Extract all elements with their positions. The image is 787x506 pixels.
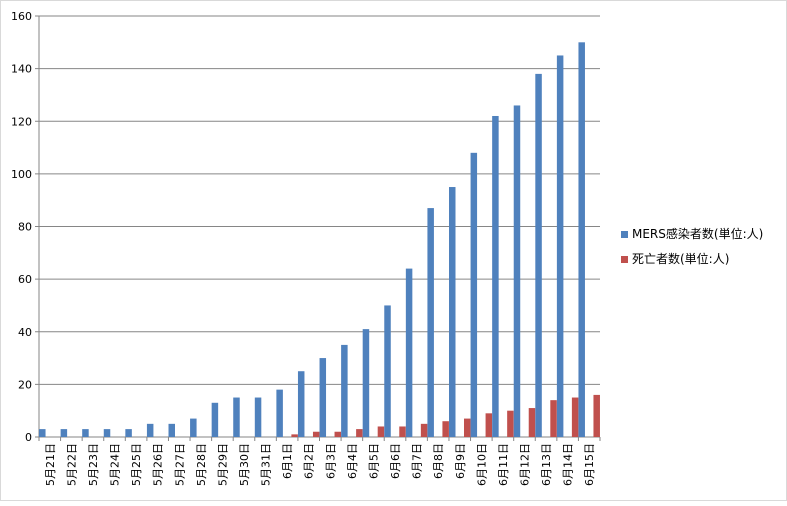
bar-infected — [125, 429, 132, 437]
bar-deaths — [377, 426, 385, 437]
y-tick-label: 100 — [11, 168, 32, 181]
y-tick-label: 20 — [18, 378, 32, 391]
x-tick-label: 6月2日 — [303, 443, 316, 479]
x-tick-label: 6月13日 — [540, 443, 553, 486]
bar-infected — [427, 208, 434, 437]
y-tick-label: 140 — [11, 63, 32, 76]
bar-infected — [556, 55, 564, 437]
y-tick-label: 80 — [18, 221, 32, 234]
x-tick-label: 5月28日 — [195, 443, 208, 486]
bar-deaths — [593, 394, 600, 437]
bar-infected — [103, 429, 111, 437]
bar-deaths — [507, 410, 514, 437]
x-tick-label: 5月21日 — [44, 443, 57, 486]
x-tick-label: 5月24日 — [109, 443, 122, 486]
bar-infected — [470, 152, 478, 437]
x-tick-label: 5月26日 — [152, 443, 165, 486]
bar-infected — [233, 397, 240, 437]
bar-infected — [82, 429, 89, 437]
bar-infected — [60, 429, 68, 437]
bar-deaths — [291, 434, 298, 437]
bar-infected — [254, 397, 262, 437]
bar-deaths — [528, 408, 536, 437]
bar-infected — [535, 73, 542, 437]
x-tick-label: 6月12日 — [518, 443, 531, 486]
legend-swatch — [621, 256, 628, 263]
x-tick-label: 6月9日 — [454, 443, 467, 479]
x-tick-label: 6月10日 — [475, 443, 488, 486]
bar-deaths — [334, 431, 342, 437]
bar-deaths — [312, 431, 320, 437]
bar-deaths — [356, 429, 363, 437]
legend-label: 死亡者数(単位:人) — [632, 251, 729, 266]
bar-infected — [384, 305, 391, 437]
bar-infected — [578, 42, 585, 437]
y-tick-label: 120 — [11, 115, 32, 128]
bar-infected — [146, 423, 154, 437]
x-tick-label: 5月27日 — [173, 443, 186, 486]
x-tick-label: 6月6日 — [389, 443, 402, 479]
bar-deaths — [464, 418, 471, 437]
bar-deaths — [485, 413, 493, 437]
y-tick-label: 60 — [18, 273, 32, 286]
bar-infected — [168, 423, 175, 437]
x-tick-label: 6月5日 — [367, 443, 380, 479]
bar-infected — [190, 418, 197, 437]
y-tick-label: 160 — [11, 10, 32, 23]
bar-infected — [492, 115, 499, 438]
bar-infected — [341, 344, 348, 437]
legend-label: MERS感染者数(単位:人) — [632, 226, 763, 241]
x-tick-label: 6月8日 — [432, 443, 445, 479]
x-tick-label: 6月14日 — [562, 443, 575, 486]
x-tick-label: 6月11日 — [497, 443, 510, 486]
x-tick-label: 5月25日 — [130, 443, 143, 486]
bar-deaths — [550, 400, 557, 437]
bar-infected — [449, 187, 456, 437]
bar-deaths — [399, 426, 406, 437]
x-tick-label: 6月15日 — [583, 443, 596, 486]
bar-infected — [513, 105, 521, 438]
y-tick-label: 40 — [18, 326, 32, 339]
x-tick-label: 5月22日 — [65, 443, 78, 486]
bar-infected — [276, 389, 283, 437]
bar-infected — [362, 329, 370, 437]
x-tick-label: 6月1日 — [281, 443, 294, 479]
y-tick-label: 0 — [25, 431, 32, 444]
legend-swatch — [621, 231, 628, 238]
x-tick-label: 5月23日 — [87, 443, 100, 486]
bar-deaths — [420, 423, 428, 437]
x-tick-label: 6月7日 — [411, 443, 424, 479]
x-tick-label: 6月4日 — [346, 443, 359, 479]
bar-deaths — [442, 421, 449, 437]
bar-deaths — [571, 397, 579, 437]
x-tick-label: 6月3日 — [324, 443, 337, 479]
bar-infected — [297, 371, 305, 437]
x-tick-label: 5月31日 — [260, 443, 273, 486]
x-tick-label: 5月30日 — [238, 443, 251, 486]
bar-infected — [39, 429, 46, 437]
x-tick-label: 5月29日 — [216, 443, 229, 486]
bar-infected — [319, 358, 327, 437]
bar-infected — [405, 268, 413, 437]
bar-infected — [211, 402, 219, 437]
